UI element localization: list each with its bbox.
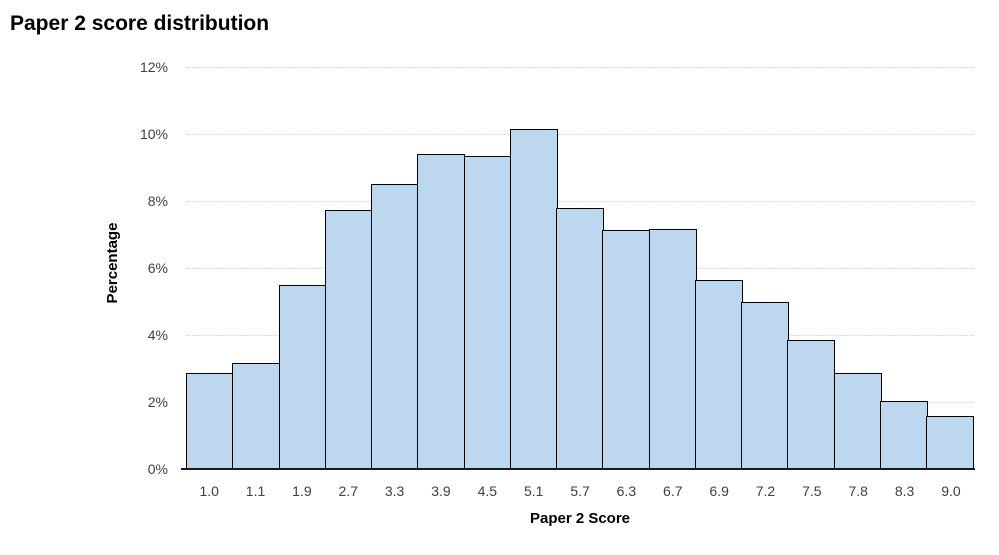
- x-tick-label: 6.3: [616, 483, 637, 499]
- x-axis-title: Paper 2 Score: [529, 510, 631, 527]
- bar-5.1: [509, 128, 558, 469]
- x-tick-label: 2.7: [338, 483, 358, 499]
- x-axis-line: [181, 468, 975, 470]
- x-tick-label: 6.9: [709, 483, 729, 499]
- bar-9.0: [926, 415, 975, 469]
- x-tick-label: 1.1: [245, 483, 266, 499]
- x-tick-label: 1.9: [292, 483, 312, 499]
- gridline: [186, 67, 974, 68]
- x-tick-label: 7.8: [848, 483, 868, 499]
- chart-title: Paper 2 score distribution: [10, 12, 270, 35]
- bar-5.7: [556, 208, 604, 469]
- bar-7.2: [741, 301, 790, 469]
- gridline: [186, 134, 974, 135]
- bar-3.9: [417, 154, 466, 469]
- x-axis-tick-labels: 1.0 1.1 1.9 2.7 3.3 3.9 4.5 5.1 5.7 6.3 6.7 6.9 7.2 7…: [186, 481, 974, 501]
- x-tick-label: 3.3: [384, 483, 405, 499]
- bar-6.9: [694, 280, 743, 469]
- bar-7.5: [787, 339, 836, 469]
- x-tick-label: 5.7: [570, 483, 590, 499]
- bar-1.9: [278, 285, 327, 469]
- x-tick-label: 6.7: [663, 483, 683, 499]
- x-tick-label: 7.5: [802, 483, 822, 499]
- bar-6.7: [648, 229, 697, 469]
- x-tick-label: 3.9: [431, 483, 451, 499]
- y-tick-label: 12%: [139, 59, 168, 75]
- bar-6.3: [602, 230, 651, 469]
- bar-7.8: [833, 372, 882, 469]
- x-tick-label: 7.2: [755, 483, 776, 499]
- x-tick-label: 8.3: [894, 483, 915, 499]
- bars-group: [186, 67, 975, 469]
- plot-area: [186, 67, 975, 469]
- y-tick-label: 2%: [147, 394, 168, 410]
- gridline: [186, 201, 974, 202]
- x-tick-label: 9.0: [941, 483, 961, 499]
- y-tick-label: 4%: [147, 327, 168, 343]
- y-tick-label: 10%: [139, 126, 168, 142]
- bar-4.5: [463, 156, 512, 469]
- bar-1.0: [186, 372, 234, 469]
- x-tick-label: 5.1: [523, 483, 544, 499]
- bar-2.7: [324, 210, 373, 469]
- y-tick-label: 6%: [147, 260, 168, 276]
- y-tick-label: 0%: [147, 461, 168, 477]
- bar-1.1: [232, 362, 281, 469]
- bar-8.3: [879, 400, 928, 469]
- bar-3.3: [371, 183, 419, 469]
- x-tick-label: 1.0: [199, 483, 219, 499]
- y-tick-label: 8%: [147, 193, 168, 209]
- x-tick-label: 4.5: [477, 483, 498, 499]
